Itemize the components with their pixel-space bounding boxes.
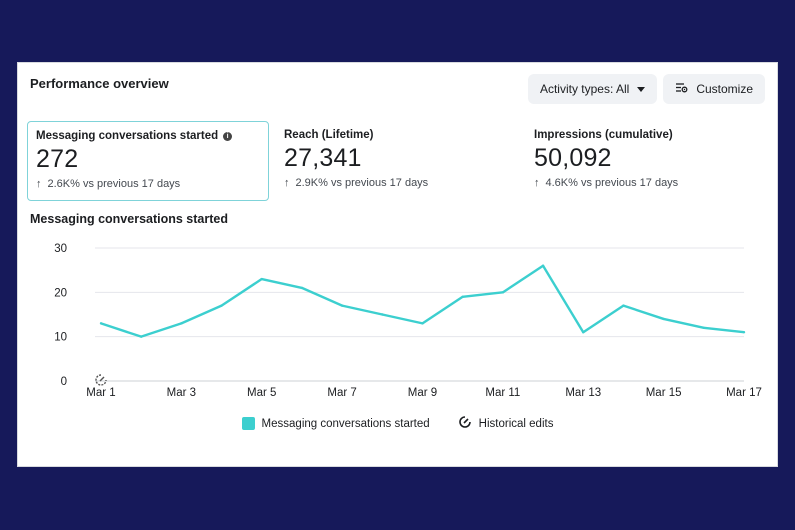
metric-change: ↑ 4.6K% vs previous 17 days (534, 177, 760, 189)
metric-change: ↑ 2.9K% vs previous 17 days (284, 177, 510, 189)
metric-change-text: 2.9K% vs previous 17 days (295, 177, 429, 189)
data-point (381, 313, 384, 316)
x-tick-label: Mar 5 (247, 387, 276, 399)
metric-label: Impressions (cumulative) (534, 129, 673, 141)
x-tick-label: Mar 13 (565, 387, 601, 399)
data-point (582, 331, 585, 334)
data-point (99, 322, 103, 325)
legend-series-label: Messaging conversations started (261, 417, 430, 430)
historical-edit-needle (99, 376, 105, 382)
metric-change: ↑ 2.6K% vs previous 17 days (36, 178, 260, 190)
metric-impressions[interactable]: Impressions (cumulative) 50,092 ↑ 4.6K% … (526, 121, 768, 201)
page-title: Performance overview (30, 76, 169, 91)
historical-edit-icon (95, 374, 107, 386)
data-point (340, 304, 344, 307)
x-tick-label: Mar 17 (726, 387, 762, 399)
metric-change-text: 2.6K% vs previous 17 days (47, 178, 181, 190)
data-point (541, 264, 545, 267)
legend-item-historical-edits[interactable]: Historical edits (458, 415, 554, 432)
metric-reach[interactable]: Reach (Lifetime) 27,341 ↑ 2.9K% vs previ… (276, 121, 518, 201)
x-tick-label: Mar 3 (167, 387, 196, 399)
data-point (260, 277, 263, 281)
chart-title: Messaging conversations started (30, 212, 228, 226)
x-tick-label: Mar 9 (408, 387, 437, 399)
y-tick-label: 20 (54, 287, 67, 299)
y-tick-label: 0 (61, 376, 67, 388)
chart-legend: Messaging conversations started Historic… (18, 415, 777, 432)
data-point (421, 322, 424, 325)
arrow-up-icon: ↑ (534, 177, 540, 189)
x-tick-label: Mar 7 (327, 387, 356, 399)
customize-label: Customize (696, 82, 753, 96)
data-point (180, 322, 183, 325)
x-tick-label: Mar 11 (485, 387, 520, 399)
data-point (220, 304, 223, 307)
data-point (139, 335, 143, 338)
data-point (622, 304, 625, 307)
info-icon[interactable]: i (223, 131, 233, 141)
line-chart: 0 10 20 30 Mar 1 Mar 3 Mar 5 Mar 7 Mar 9 Mar 11 Ma… (54, 243, 762, 399)
customize-icon (675, 82, 688, 96)
metric-messaging-conversations[interactable]: Messaging conversations started i 272 ↑ … (27, 121, 269, 201)
toolbar: Activity types: All Customize (527, 74, 765, 104)
data-point (300, 286, 304, 290)
activity-types-dropdown[interactable]: Activity types: All (527, 74, 658, 104)
caret-down-icon (637, 86, 646, 92)
arrow-up-icon: ↑ (284, 177, 290, 189)
data-point (662, 317, 665, 321)
data-point (742, 331, 746, 334)
metric-label: Reach (Lifetime) (284, 129, 374, 141)
metric-label: Messaging conversations started i (36, 130, 260, 142)
activity-types-label: Activity types: All (539, 82, 630, 96)
series-line (100, 264, 745, 338)
historical-edits-icon (458, 415, 472, 432)
legend-item-series[interactable]: Messaging conversations started (241, 415, 430, 432)
historical-edit-marker (95, 374, 107, 386)
y-tick-label: 30 (54, 243, 67, 255)
metric-value: 27,341 (284, 144, 362, 172)
performance-overview-card: Performance overview Activity types: All… (17, 62, 778, 467)
legend-swatch (241, 417, 255, 430)
y-tick-label: 10 (54, 332, 67, 344)
x-tick-label: Mar 1 (86, 387, 115, 399)
metric-change-text: 4.6K% vs previous 17 days (545, 177, 679, 189)
metric-value: 50,092 (534, 144, 612, 172)
legend-edits-label: Historical edits (478, 417, 554, 430)
metric-label-text: Messaging conversations started (36, 130, 219, 142)
data-point (702, 326, 706, 329)
data-point (501, 291, 505, 294)
x-tick-label: Mar 15 (646, 387, 682, 399)
arrow-up-icon: ↑ (36, 178, 42, 190)
data-point (461, 295, 464, 298)
metric-value: 272 (36, 145, 79, 173)
customize-button[interactable]: Customize (663, 74, 765, 104)
